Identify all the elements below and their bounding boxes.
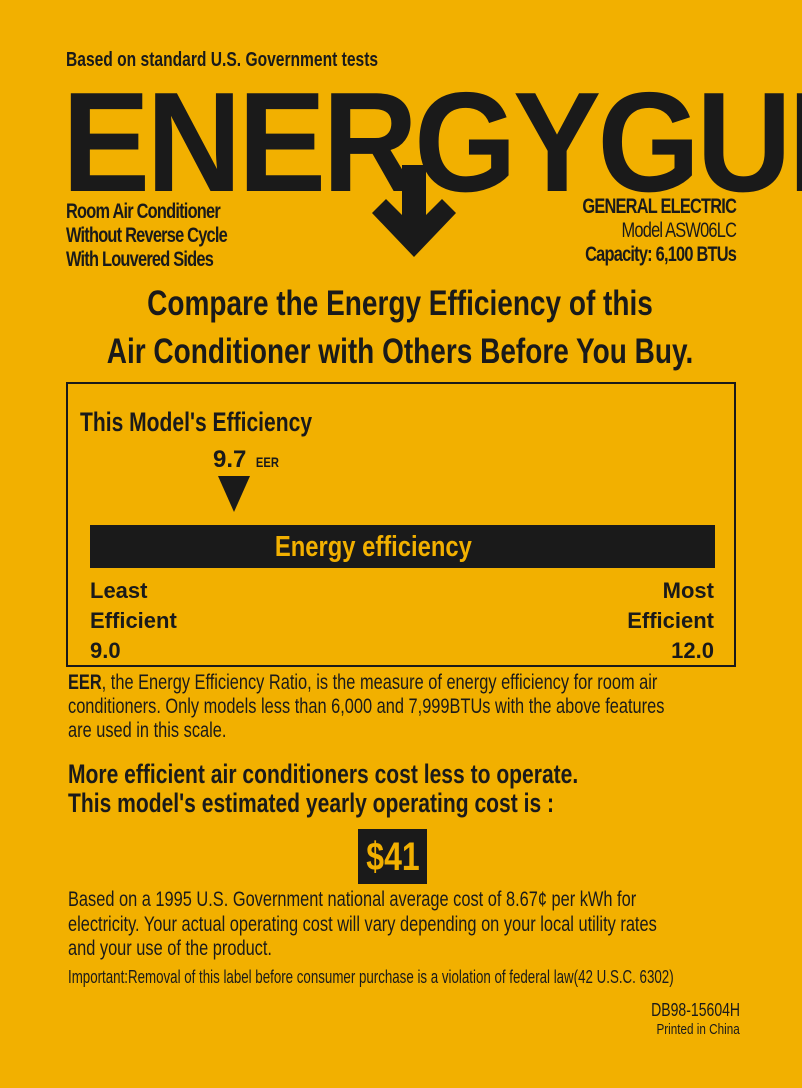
least-efficient: Least Efficient 9.0 xyxy=(90,576,177,666)
product-line: Room Air Conditioner xyxy=(66,200,221,223)
eer-bold: EER xyxy=(68,671,102,694)
yearly-cost-box: $41 xyxy=(358,829,427,884)
range-title: Energy efficiency range of all similar m… xyxy=(274,531,485,629)
cost-line2: This model's estimated yearly operating … xyxy=(68,788,555,818)
eer-line: conditioners. Only models less than 6,00… xyxy=(68,695,665,718)
brand: GENERAL ELECTRIC xyxy=(582,195,737,218)
most-efficient: Most Efficient 12.0 xyxy=(627,576,714,666)
efficiency-value: 9.7 EER xyxy=(213,446,282,474)
model-number: Model ASW06LC xyxy=(621,219,736,242)
energyguide-title: ENERGYGUIDE xyxy=(62,63,802,222)
eer-value: 9.7 xyxy=(213,446,247,473)
capacity: Capacity: 6,100 BTUs xyxy=(584,243,737,266)
legal-notice: Important:Removal of this label before c… xyxy=(68,967,674,987)
eer-unit: EER xyxy=(255,454,279,470)
product-line: Without Reverse Cycle xyxy=(66,224,228,247)
least-label: Least xyxy=(90,578,148,603)
least-value: 9.0 xyxy=(90,638,121,663)
cost-basis: Based on a 1995 U.S. Government national… xyxy=(68,888,657,962)
label-code: DB98-15604H xyxy=(651,1000,740,1020)
manufacturer-info: GENERAL ELECTRIC Model ASW06LC Capacity:… xyxy=(582,195,737,267)
product-description: Room Air Conditioner Without Reverse Cyc… xyxy=(66,200,228,272)
least-label: Efficient xyxy=(90,608,177,633)
eer-line: , the Energy Efficiency Ratio, is the me… xyxy=(101,671,658,694)
pointer-triangle-icon xyxy=(218,476,250,512)
eer-explanation: EER, the Energy Efficiency Ratio, is the… xyxy=(68,671,664,743)
basis-line: Based on a 1995 U.S. Government national… xyxy=(68,888,637,911)
basis-line: and your use of the product. xyxy=(68,937,272,960)
efficiency-heading: This Model's Efficiency xyxy=(80,407,313,437)
most-label: Efficient xyxy=(627,608,714,633)
efficiency-box xyxy=(66,382,736,667)
printed-in: Printed in China xyxy=(656,1021,740,1038)
cost-line1: More efficient air conditioners cost les… xyxy=(68,759,579,789)
basis-line: electricity. Your actual operating cost … xyxy=(68,912,657,936)
yearly-cost-value: $41 xyxy=(365,835,420,879)
eer-line: are used in this scale. xyxy=(68,719,227,742)
range-bar: Energy efficiency range of all similar m… xyxy=(90,525,715,629)
tests-note: Based on standard U.S. Government tests xyxy=(66,49,379,71)
headline-line2: Air Conditioner with Others Before You B… xyxy=(106,332,694,371)
down-arrow-icon xyxy=(372,165,456,257)
product-line: With Louvered Sides xyxy=(66,248,214,271)
most-value: 12.0 xyxy=(671,638,714,663)
headline-line1: Compare the Energy Efficiency of this xyxy=(147,284,653,323)
most-label: Most xyxy=(662,578,714,603)
